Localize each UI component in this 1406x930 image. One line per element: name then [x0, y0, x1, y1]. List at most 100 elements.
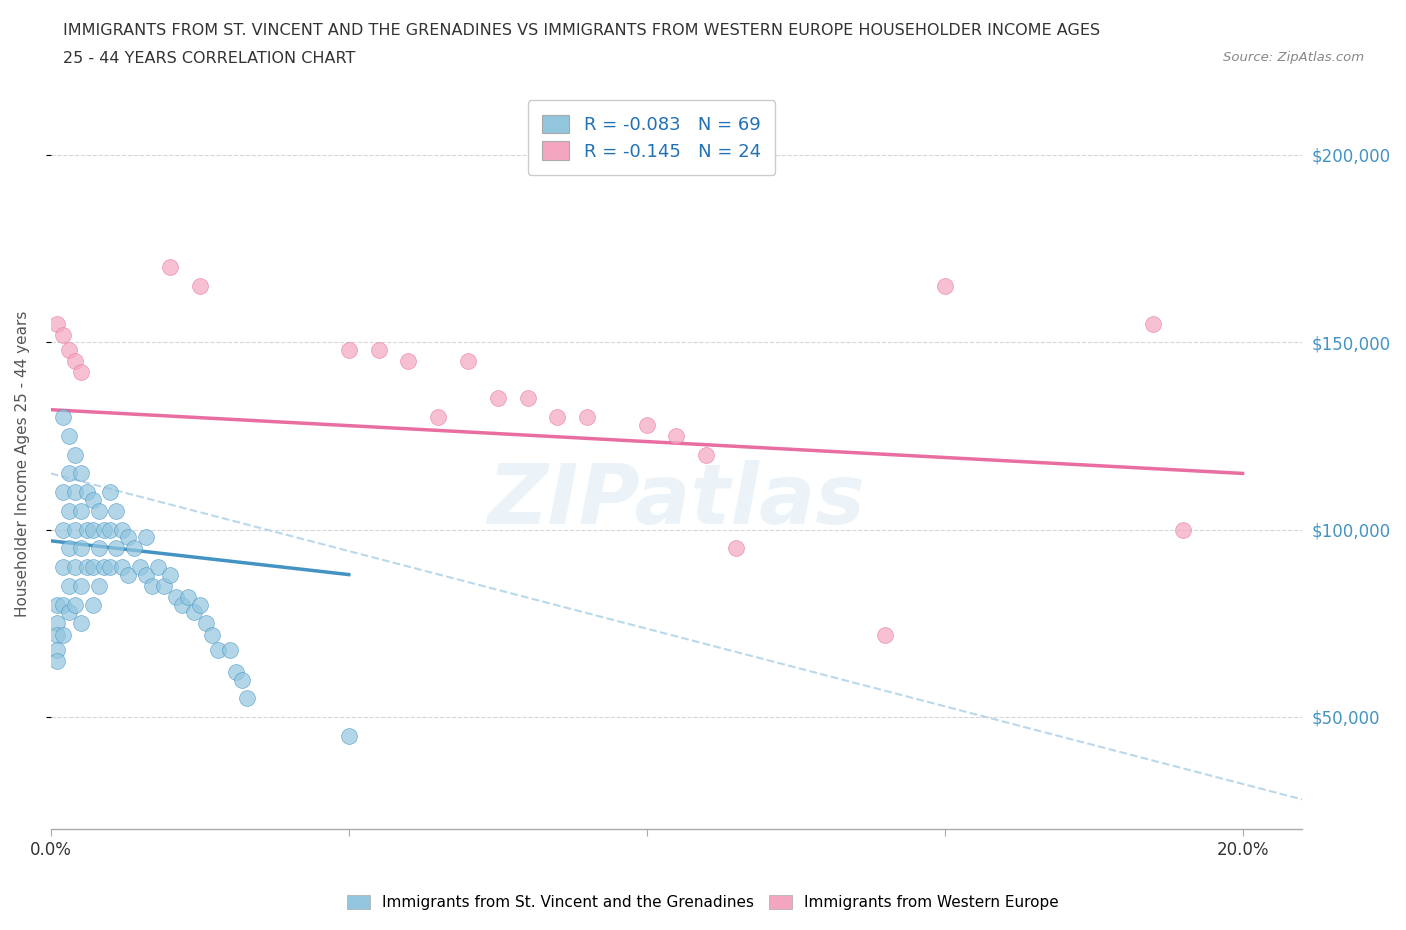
Point	[69, 365, 91, 379]
Point	[427, 410, 450, 425]
Point	[665, 429, 688, 444]
Text: Source: ZipAtlas.com: Source: ZipAtlas.com	[1223, 51, 1364, 64]
Point	[63, 560, 86, 575]
Point	[82, 492, 104, 507]
Point	[170, 597, 193, 612]
Point	[165, 590, 187, 604]
Point	[231, 672, 253, 687]
Point	[87, 503, 110, 518]
Point	[177, 590, 200, 604]
Point	[58, 342, 80, 357]
Point	[82, 597, 104, 612]
Point	[100, 560, 122, 575]
Point	[188, 279, 211, 294]
Point	[82, 560, 104, 575]
Point	[367, 342, 389, 357]
Point	[100, 522, 122, 537]
Point	[87, 578, 110, 593]
Point	[52, 327, 75, 342]
Point	[45, 654, 67, 669]
Point	[159, 259, 181, 274]
Point	[135, 530, 157, 545]
Point	[135, 567, 157, 582]
Point	[52, 597, 75, 612]
Point	[111, 522, 134, 537]
Point	[69, 578, 91, 593]
Point	[63, 522, 86, 537]
Point	[636, 418, 658, 432]
Point	[58, 541, 80, 556]
Point	[159, 567, 181, 582]
Point	[87, 541, 110, 556]
Point	[725, 541, 748, 556]
Point	[337, 728, 360, 743]
Point	[225, 665, 247, 680]
Point	[58, 466, 80, 481]
Point	[576, 410, 599, 425]
Point	[146, 560, 169, 575]
Point	[45, 316, 67, 331]
Point	[63, 597, 86, 612]
Point	[218, 642, 240, 657]
Point	[236, 691, 259, 706]
Point	[183, 604, 205, 619]
Point	[52, 410, 75, 425]
Point	[69, 466, 91, 481]
Point	[122, 541, 145, 556]
Point	[1142, 316, 1164, 331]
Point	[117, 567, 139, 582]
Point	[63, 485, 86, 499]
Text: IMMIGRANTS FROM ST. VINCENT AND THE GRENADINES VS IMMIGRANTS FROM WESTERN EUROPE: IMMIGRANTS FROM ST. VINCENT AND THE GREN…	[63, 23, 1101, 38]
Point	[105, 503, 128, 518]
Point	[695, 447, 717, 462]
Point	[934, 279, 956, 294]
Point	[45, 627, 67, 642]
Point	[486, 391, 509, 405]
Point	[129, 560, 152, 575]
Point	[76, 522, 98, 537]
Point	[69, 503, 91, 518]
Point	[873, 627, 896, 642]
Point	[63, 447, 86, 462]
Point	[1171, 522, 1194, 537]
Point	[76, 485, 98, 499]
Point	[194, 616, 217, 631]
Point	[58, 578, 80, 593]
Text: 25 - 44 YEARS CORRELATION CHART: 25 - 44 YEARS CORRELATION CHART	[63, 51, 356, 66]
Point	[100, 485, 122, 499]
Point	[52, 560, 75, 575]
Point	[45, 597, 67, 612]
Point	[52, 485, 75, 499]
Point	[117, 530, 139, 545]
Point	[396, 353, 419, 368]
Point	[337, 342, 360, 357]
Point	[58, 503, 80, 518]
Point	[63, 353, 86, 368]
Text: ZIPatlas: ZIPatlas	[488, 460, 866, 541]
Point	[111, 560, 134, 575]
Point	[105, 541, 128, 556]
Point	[153, 578, 176, 593]
Point	[69, 616, 91, 631]
Point	[516, 391, 538, 405]
Point	[58, 604, 80, 619]
Point	[76, 560, 98, 575]
Legend: Immigrants from St. Vincent and the Grenadines, Immigrants from Western Europe: Immigrants from St. Vincent and the Gren…	[339, 887, 1067, 918]
Point	[207, 642, 229, 657]
Point	[457, 353, 479, 368]
Point	[82, 522, 104, 537]
Point	[201, 627, 224, 642]
Point	[45, 642, 67, 657]
Point	[188, 597, 211, 612]
Point	[141, 578, 163, 593]
Point	[52, 627, 75, 642]
Point	[93, 522, 115, 537]
Point	[52, 522, 75, 537]
Point	[546, 410, 568, 425]
Point	[69, 541, 91, 556]
Point	[58, 429, 80, 444]
Y-axis label: Householder Income Ages 25 - 44 years: Householder Income Ages 25 - 44 years	[15, 311, 30, 618]
Point	[93, 560, 115, 575]
Point	[45, 616, 67, 631]
Legend: R = -0.083   N = 69, R = -0.145   N = 24: R = -0.083 N = 69, R = -0.145 N = 24	[527, 100, 775, 175]
